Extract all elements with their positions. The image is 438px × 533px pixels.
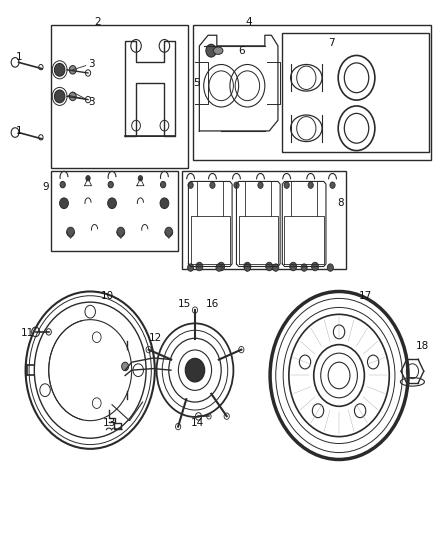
Ellipse shape: [213, 47, 223, 54]
Circle shape: [244, 264, 251, 271]
Text: 14: 14: [191, 418, 204, 429]
Circle shape: [108, 181, 113, 188]
Circle shape: [330, 182, 335, 188]
Circle shape: [210, 182, 215, 188]
Circle shape: [86, 175, 90, 181]
Circle shape: [69, 92, 76, 101]
Text: 1: 1: [16, 52, 23, 61]
Text: 12: 12: [149, 333, 162, 343]
Circle shape: [244, 262, 251, 271]
Text: 9: 9: [42, 182, 49, 192]
Circle shape: [60, 181, 65, 188]
Text: 18: 18: [416, 341, 429, 351]
Circle shape: [301, 264, 307, 271]
Circle shape: [216, 264, 222, 271]
Circle shape: [273, 264, 279, 271]
Text: 16: 16: [206, 298, 219, 309]
Text: 3: 3: [88, 60, 95, 69]
Circle shape: [160, 198, 169, 208]
Circle shape: [138, 175, 143, 181]
Circle shape: [185, 359, 205, 382]
Circle shape: [54, 63, 65, 76]
Text: 7: 7: [328, 38, 335, 48]
Text: 15: 15: [177, 298, 191, 309]
Circle shape: [165, 227, 173, 237]
Text: 11: 11: [20, 328, 34, 338]
Circle shape: [327, 264, 333, 271]
Text: 10: 10: [101, 290, 114, 301]
Circle shape: [266, 262, 273, 271]
Circle shape: [54, 90, 65, 103]
Circle shape: [284, 182, 289, 188]
Circle shape: [67, 227, 74, 237]
Text: 13: 13: [103, 418, 117, 429]
Text: 3: 3: [88, 96, 95, 107]
Circle shape: [206, 44, 216, 57]
Text: 17: 17: [359, 290, 372, 301]
Circle shape: [218, 262, 225, 271]
Circle shape: [108, 198, 117, 208]
Circle shape: [234, 182, 239, 188]
Text: 6: 6: [239, 46, 245, 56]
Circle shape: [122, 362, 129, 370]
Circle shape: [290, 262, 297, 271]
Circle shape: [258, 182, 263, 188]
Text: 1: 1: [16, 126, 23, 136]
Circle shape: [69, 66, 76, 74]
Circle shape: [60, 198, 68, 208]
Text: 2: 2: [95, 17, 101, 27]
Circle shape: [188, 182, 193, 188]
Circle shape: [196, 262, 203, 271]
Circle shape: [187, 264, 194, 271]
Circle shape: [160, 181, 166, 188]
Circle shape: [308, 182, 313, 188]
Text: 8: 8: [337, 198, 343, 208]
Circle shape: [311, 262, 318, 271]
Text: 5: 5: [193, 78, 199, 88]
Text: 4: 4: [245, 17, 252, 27]
Circle shape: [117, 227, 125, 237]
